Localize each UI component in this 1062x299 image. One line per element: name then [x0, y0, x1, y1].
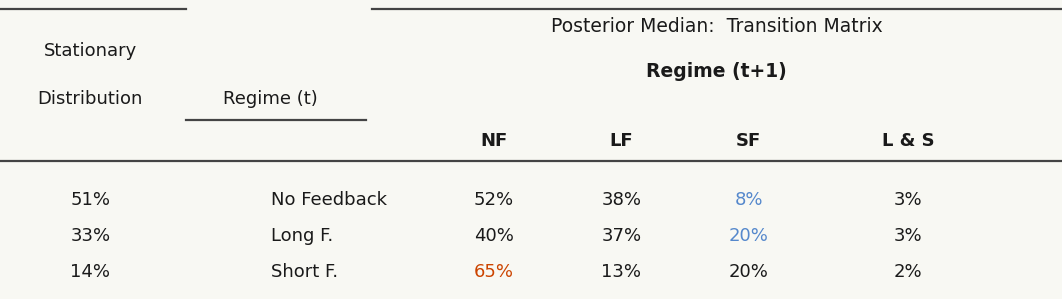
Text: 33%: 33% — [70, 227, 110, 245]
Text: 40%: 40% — [474, 227, 514, 245]
Text: 20%: 20% — [729, 227, 769, 245]
Text: 51%: 51% — [70, 191, 110, 209]
Text: 37%: 37% — [601, 227, 641, 245]
Text: Distribution: Distribution — [37, 90, 143, 108]
Text: 3%: 3% — [894, 191, 922, 209]
Text: 14%: 14% — [70, 263, 110, 281]
Text: 20%: 20% — [729, 263, 769, 281]
Text: 13%: 13% — [601, 263, 641, 281]
Text: 2%: 2% — [894, 263, 922, 281]
Text: 3%: 3% — [894, 227, 922, 245]
Text: LF: LF — [610, 132, 633, 150]
Text: 52%: 52% — [474, 191, 514, 209]
Text: Long F.: Long F. — [271, 227, 333, 245]
Text: No Feedback: No Feedback — [271, 191, 387, 209]
Text: NF: NF — [480, 132, 508, 150]
Text: Regime (t): Regime (t) — [223, 90, 319, 108]
Text: SF: SF — [736, 132, 761, 150]
Text: 65%: 65% — [474, 263, 514, 281]
Text: L & S: L & S — [881, 132, 935, 150]
Text: 8%: 8% — [735, 191, 763, 209]
Text: Regime (t+1): Regime (t+1) — [647, 62, 787, 81]
Text: Short F.: Short F. — [271, 263, 338, 281]
Text: 38%: 38% — [601, 191, 641, 209]
Text: Posterior Median:  Transition Matrix: Posterior Median: Transition Matrix — [551, 17, 883, 36]
Text: Stationary: Stationary — [44, 42, 137, 60]
